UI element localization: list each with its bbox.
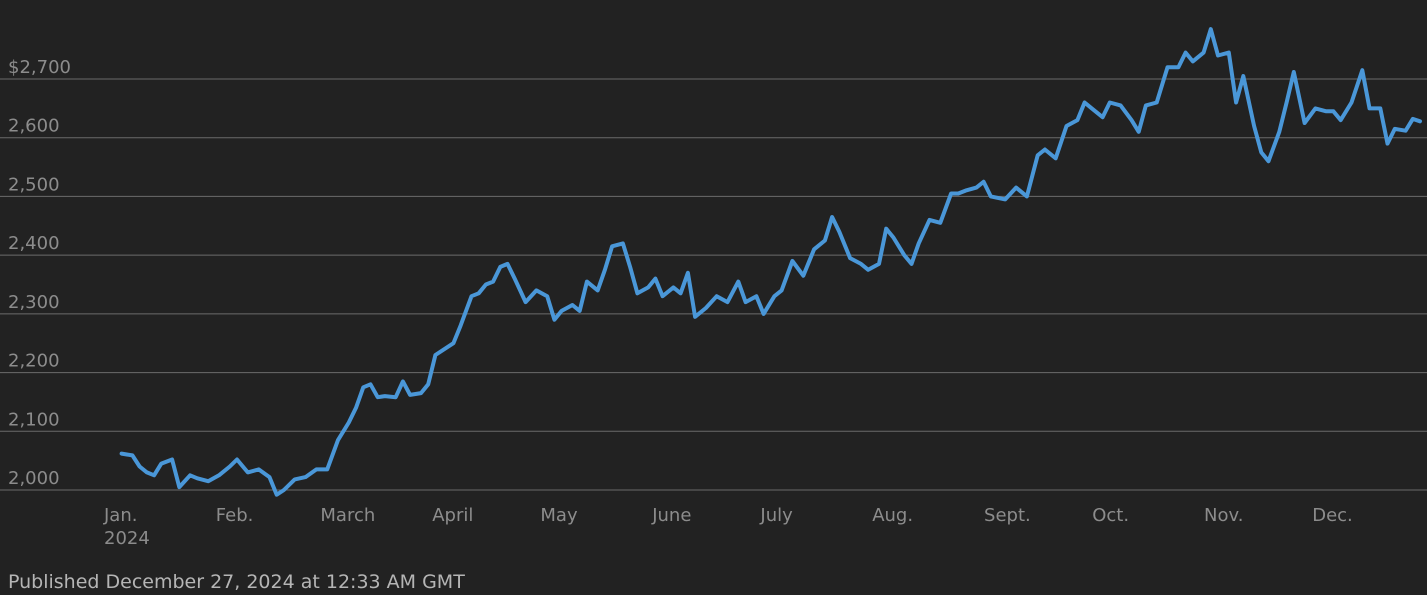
x-tick-label: July [759, 505, 793, 526]
y-tick-label: 2,300 [8, 292, 60, 313]
y-tick-label: 2,400 [8, 233, 60, 254]
y-tick-label: 2,200 [8, 351, 60, 372]
series-group [119, 27, 1422, 497]
x-tick-sublabel: 2024 [104, 528, 150, 549]
x-tick-label: Feb. [216, 505, 254, 526]
y-tick-label: 2,500 [8, 174, 60, 195]
x-tick-label: March [320, 505, 375, 526]
y-axis-ticks: $2,700 2,600 2,500 2,400 2,300 2,200 2,100 2,00… [8, 57, 71, 489]
y-tick-label: 2,600 [8, 116, 60, 137]
y-tick-label: 2,000 [8, 468, 60, 489]
x-tick-label: Dec. [1312, 505, 1353, 526]
x-tick-label: June [651, 505, 691, 526]
y-tick-label: $2,700 [8, 57, 71, 78]
x-tick-label: May [540, 505, 578, 526]
x-tick-label: Sept. [984, 505, 1031, 526]
x-tick-label: Oct. [1092, 505, 1129, 526]
x-tick-label: Jan. [103, 505, 137, 526]
x-tick-label: April [432, 505, 473, 526]
series-line [119, 27, 1422, 497]
y-tick-label: 2,100 [8, 409, 60, 430]
x-axis-ticks: Jan.2024 Feb. March April May June July Aug. Sep… [103, 505, 1353, 549]
x-tick-label: Aug. [872, 505, 913, 526]
grid-lines [0, 78, 1427, 491]
x-tick-label: Nov. [1204, 505, 1243, 526]
line-chart: $2,700 2,600 2,500 2,400 2,300 2,200 2,100 2,00… [0, 27, 1427, 549]
published-footnote: Published December 27, 2024 at 12:33 AM … [8, 571, 465, 593]
